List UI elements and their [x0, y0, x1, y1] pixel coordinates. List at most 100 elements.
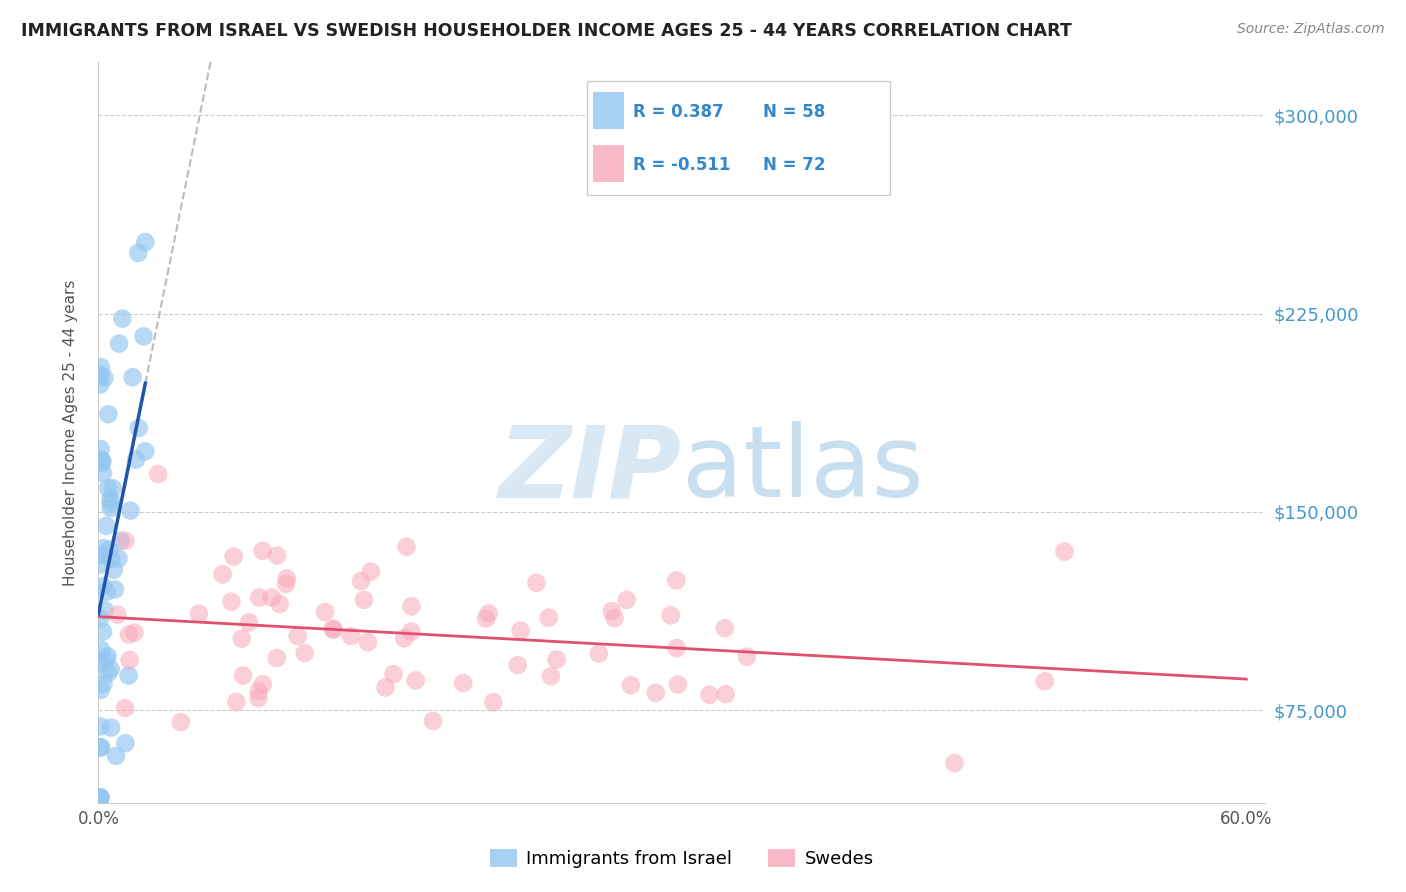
- Point: [222, 549, 245, 564]
- Point: [90, 740, 112, 755]
- Point: [374, 681, 396, 695]
- Point: [357, 635, 380, 649]
- Point: [110, 533, 132, 548]
- Point: [659, 608, 682, 623]
- Point: [392, 632, 415, 646]
- Point: [91, 541, 114, 556]
- Point: [231, 632, 253, 646]
- Point: [120, 503, 142, 517]
- Point: [100, 662, 122, 676]
- Point: [89, 377, 111, 392]
- Point: [100, 501, 122, 516]
- Point: [526, 575, 548, 590]
- Point: [89, 368, 111, 382]
- Point: [395, 540, 418, 554]
- Point: [103, 563, 125, 577]
- Point: [322, 622, 344, 636]
- Point: [118, 653, 141, 667]
- Point: [340, 629, 363, 643]
- Point: [276, 571, 298, 585]
- Point: [266, 549, 288, 563]
- Point: [127, 245, 149, 260]
- Point: [644, 686, 666, 700]
- Point: [314, 605, 336, 619]
- Point: [665, 641, 688, 656]
- Point: [405, 673, 427, 688]
- Point: [108, 336, 131, 351]
- Point: [107, 551, 129, 566]
- Point: [114, 533, 136, 548]
- FancyBboxPatch shape: [586, 81, 890, 195]
- Point: [401, 624, 423, 639]
- Point: [225, 695, 247, 709]
- Bar: [593, 145, 624, 182]
- Point: [90, 548, 112, 562]
- Point: [232, 668, 254, 682]
- Point: [89, 719, 111, 733]
- Point: [360, 565, 382, 579]
- Point: [665, 574, 688, 588]
- Point: [221, 595, 243, 609]
- Point: [105, 607, 128, 622]
- Point: [91, 624, 114, 639]
- Point: [714, 687, 737, 701]
- Point: [238, 615, 260, 630]
- Point: [713, 621, 735, 635]
- Bar: [593, 92, 624, 129]
- Point: [89, 790, 111, 805]
- Point: [89, 740, 111, 755]
- Point: [105, 748, 128, 763]
- Text: ZIP: ZIP: [499, 421, 682, 518]
- Point: [114, 701, 136, 715]
- Point: [134, 235, 156, 249]
- Point: [382, 667, 405, 681]
- Point: [90, 656, 112, 670]
- Point: [96, 519, 118, 533]
- Point: [1033, 674, 1056, 689]
- Point: [294, 646, 316, 660]
- Point: [100, 551, 122, 566]
- Point: [91, 467, 114, 481]
- Point: [134, 444, 156, 458]
- Point: [350, 574, 373, 588]
- Point: [401, 599, 423, 614]
- Text: R = -0.511: R = -0.511: [633, 156, 730, 174]
- Point: [104, 582, 127, 597]
- Point: [89, 790, 111, 805]
- Point: [451, 676, 474, 690]
- Point: [98, 542, 121, 557]
- Point: [118, 627, 141, 641]
- Point: [266, 651, 288, 665]
- Point: [322, 623, 344, 637]
- Point: [97, 666, 120, 681]
- Text: N = 58: N = 58: [763, 103, 825, 120]
- Point: [90, 453, 112, 467]
- Point: [247, 691, 270, 706]
- Point: [96, 584, 118, 599]
- Text: R = 0.387: R = 0.387: [633, 103, 724, 120]
- Point: [620, 678, 643, 692]
- Text: IMMIGRANTS FROM ISRAEL VS SWEDISH HOUSEHOLDER INCOME AGES 25 - 44 YEARS CORRELAT: IMMIGRANTS FROM ISRAEL VS SWEDISH HOUSEH…: [21, 22, 1071, 40]
- Point: [121, 370, 143, 384]
- Point: [475, 611, 498, 625]
- Point: [170, 715, 193, 730]
- Point: [482, 695, 505, 709]
- Point: [125, 452, 148, 467]
- Point: [90, 442, 112, 456]
- Point: [187, 607, 209, 621]
- Point: [537, 610, 560, 624]
- Point: [93, 603, 115, 617]
- Point: [100, 721, 122, 735]
- Legend: Immigrants from Israel, Swedes: Immigrants from Israel, Swedes: [482, 842, 882, 875]
- Point: [509, 624, 531, 638]
- Point: [97, 481, 120, 495]
- Point: [89, 790, 111, 805]
- Point: [943, 756, 966, 770]
- Point: [247, 684, 270, 698]
- Point: [93, 370, 115, 384]
- Point: [90, 456, 112, 470]
- Point: [89, 558, 111, 572]
- Point: [91, 579, 114, 593]
- Point: [101, 481, 124, 495]
- Point: [100, 491, 122, 506]
